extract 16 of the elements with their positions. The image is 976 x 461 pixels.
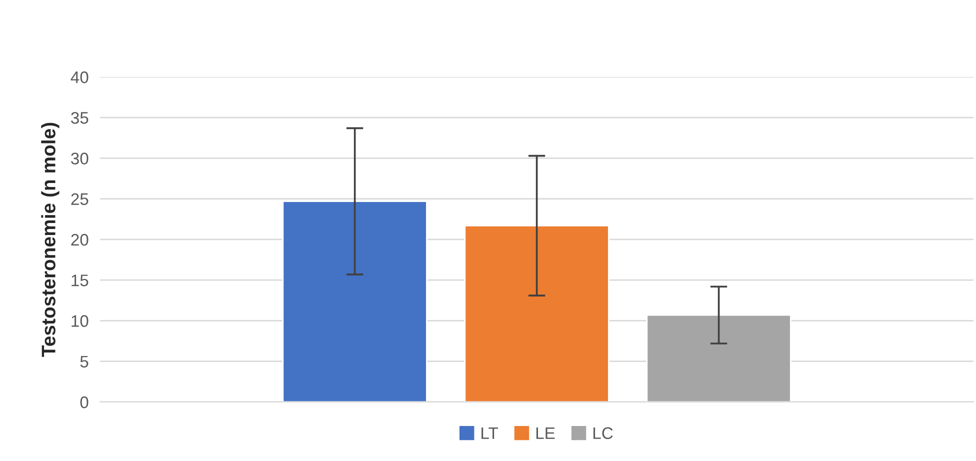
y-tick-label: 25 — [71, 193, 88, 206]
bar — [282, 200, 428, 402]
legend-label: LC — [593, 427, 613, 440]
y-tick-label: 30 — [71, 152, 88, 164]
y-tick-label: 35 — [71, 112, 88, 124]
bar — [464, 224, 610, 402]
y-tick-label: 15 — [72, 274, 88, 286]
legend-label: LT — [482, 427, 498, 439]
y-tick-label: 10 — [72, 315, 88, 327]
legend-label: LE — [536, 427, 555, 439]
y-tick-label: 40 — [70, 71, 88, 84]
y-tick-label: 20 — [71, 234, 88, 246]
bar — [646, 314, 792, 402]
y-axis-title: Testosteronemie (n mole) — [41, 122, 60, 357]
y-tick-label: 5 — [80, 356, 88, 368]
y-tick-label: 0 — [80, 396, 88, 408]
